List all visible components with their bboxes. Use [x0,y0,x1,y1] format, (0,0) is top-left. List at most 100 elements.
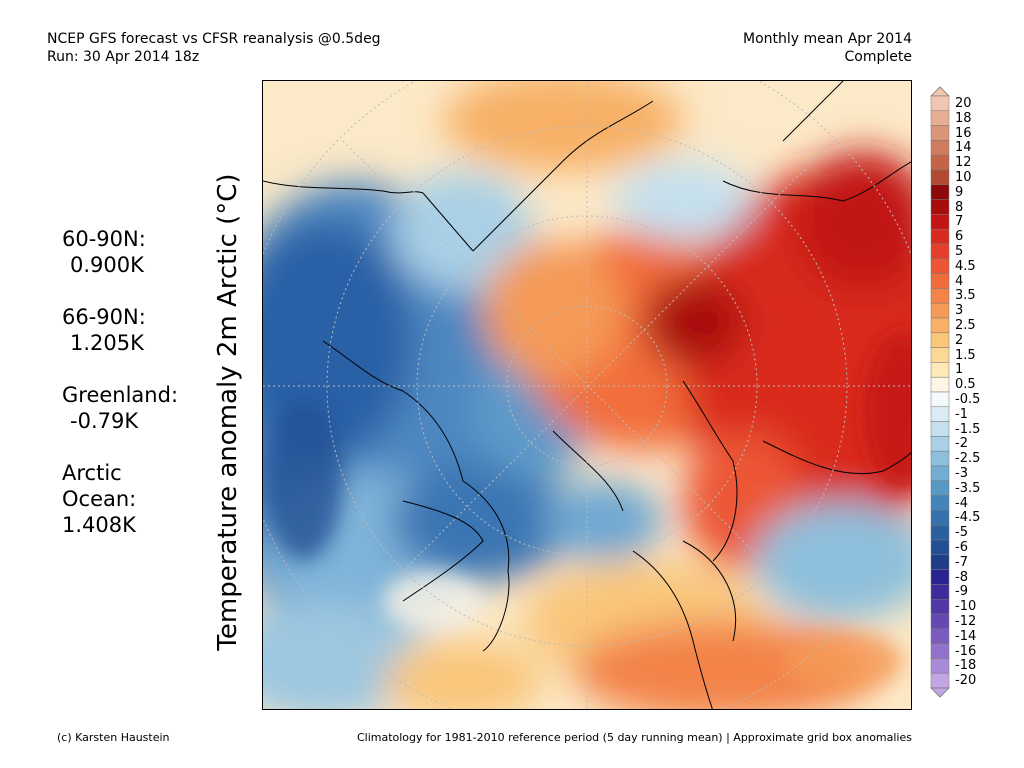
period-title: Monthly mean Apr 2014 [743,31,912,47]
colorbar-swatch [930,169,950,186]
colorbar-label: 9 [955,184,964,200]
colorbar-swatch [930,406,950,422]
colorbar-label: -3 [955,465,968,481]
colorbar-swatch [930,510,950,526]
stat-label: 66-90N: [62,305,146,329]
colorbar-label: -8 [955,569,968,585]
colorbar-label: -5 [955,525,968,541]
colorbar-swatch [930,539,950,556]
colorbar-label: 6 [955,229,964,245]
colorbar-swatch [930,110,950,126]
colorbar-label: -3.5 [955,480,981,496]
colorbar-swatch [930,199,950,215]
colorbar-swatch [930,258,950,274]
colorbar-label: -6 [955,539,968,555]
stat-label: Arctic [62,461,122,485]
colorbar-label: 10 [955,169,972,185]
colorbar-label: 2.5 [955,317,976,333]
colorbar-label: 8 [955,199,964,215]
regional-stats: 60-90N: 0.900K 66-90N: 1.205K Greenland:… [62,226,178,564]
colorbar-label: 5 [955,243,964,259]
climatology-note: Climatology for 1981-2010 reference peri… [356,731,912,744]
colorbar-label: 4.5 [955,258,976,274]
colorbar-label: -2 [955,436,968,452]
colorbar-label: 3 [955,303,964,319]
colorbar-swatch [930,140,950,156]
graticule [263,81,911,709]
colorbar-label: 4 [955,273,964,289]
map-canvas [263,81,911,709]
colorbar-label: -7 [955,554,968,570]
colorbar-swatch [930,672,950,689]
stat-arctic-ocean: Arctic Ocean: 1.408K [62,460,178,538]
colorbar-swatch [930,480,950,496]
colorbar-label: -4 [955,495,968,511]
colorbar-swatch [930,598,950,615]
header-left: NCEP GFS forecast vs CFSR reanalysis @0.… [47,30,381,66]
colorbar-swatch [930,347,950,363]
anomaly-map [262,80,912,710]
colorbar-swatch [930,643,950,659]
copyright: (c) Karsten Haustein [57,731,170,744]
colorbar-swatch [930,658,950,674]
colorbar-label: -9 [955,584,968,600]
header-right: Monthly mean Apr 2014 Complete [743,30,912,66]
colorbar-swatch [930,391,950,408]
colorbar-swatch [930,465,950,482]
colorbar-swatch [930,554,950,570]
colorbar-label: -14 [955,628,977,644]
colorbar-label: 14 [955,140,972,156]
colorbar-swatch [930,628,950,644]
colorbar-label: -10 [955,599,977,615]
colorbar-swatch [930,362,950,378]
colorbar-swatch [930,421,950,437]
colorbar-label: -0.5 [955,391,981,407]
colorbar-swatch [930,317,950,334]
colorbar-swatch [930,243,950,260]
colorbar [930,86,950,698]
coastlines [263,81,911,709]
completion-status: Complete [844,49,912,65]
colorbar-label: 16 [955,125,972,141]
colorbar-swatch [930,613,950,630]
colorbar-label: -4.5 [955,510,981,526]
colorbar-label: -16 [955,643,977,659]
colorbar-swatch [930,569,950,585]
stat-value: 0.900K [70,253,144,277]
stat-label: Greenland: [62,383,179,407]
y-axis-label: Temperature anomaly 2m Arctic (°C) [213,173,243,651]
colorbar-swatch [930,288,950,304]
anomaly-field [263,81,911,709]
colorbar-bottom-arrow [930,687,950,698]
stat-label-2: Ocean: [62,487,137,511]
colorbar-swatch [930,214,950,230]
colorbar-swatch [930,450,950,467]
colorbar-label: -2.5 [955,451,981,467]
colorbar-label: -1 [955,406,968,422]
colorbar-label: 1 [955,362,964,378]
colorbar-label: -20 [955,673,977,689]
run-info: Run: 30 Apr 2014 18z [47,49,200,65]
colorbar-label: 0.5 [955,377,976,393]
colorbar-label: 12 [955,155,972,171]
colorbar-label: 2 [955,332,964,348]
colorbar-swatch [930,95,950,112]
stat-60-90n: 60-90N: 0.900K [62,226,178,278]
colorbar-label: -18 [955,658,977,674]
anomaly-detail [263,331,911,691]
stat-value: -0.79K [70,409,139,433]
colorbar-label: 18 [955,110,972,126]
colorbar-label: -1.5 [955,421,981,437]
colorbar-swatch [930,376,950,393]
stat-66-90n: 66-90N: 1.205K [62,304,178,356]
colorbar-label: 7 [955,214,964,230]
colorbar-label: 3.5 [955,288,976,304]
stat-greenland: Greenland: -0.79K [62,382,178,434]
colorbar-swatch [930,228,950,245]
colorbar-swatch [930,273,950,289]
model-title: NCEP GFS forecast vs CFSR reanalysis @0.… [47,31,381,47]
colorbar-top-arrow [930,86,950,97]
stat-value: 1.205K [70,331,144,355]
stat-label: 60-90N: [62,227,146,251]
stat-value: 1.408K [62,513,136,537]
